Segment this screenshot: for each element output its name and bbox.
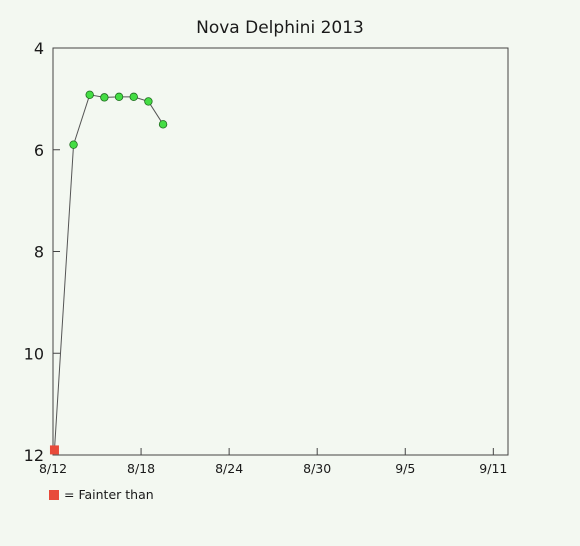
chart-title: Nova Delphini 2013	[196, 18, 364, 38]
x-tick-label: 9/11	[479, 461, 507, 476]
x-tick-label: 8/24	[215, 461, 243, 476]
plot-frame	[52, 47, 509, 456]
magnitude-point	[85, 90, 94, 100]
magnitude-line	[53, 94, 164, 450]
y-tick-label: 12	[24, 446, 44, 465]
legend-fainter-label: = Fainter than	[64, 487, 154, 502]
y-tick-label: 4	[34, 39, 44, 58]
y-tick-label: 6	[34, 141, 44, 160]
magnitude-point	[158, 120, 168, 129]
fainter-than-point	[49, 445, 59, 455]
x-tick-label: 9/5	[395, 461, 415, 476]
y-axis: 4 6 8 10 12	[24, 39, 60, 465]
plot-area	[52, 47, 509, 456]
magnitude-point	[69, 140, 78, 149]
series-line-group	[53, 94, 164, 450]
x-tick-label: 8/18	[127, 461, 155, 476]
magnitude-point	[100, 93, 109, 102]
x-tick-label: 8/30	[303, 461, 331, 476]
series-marks	[49, 90, 168, 455]
x-axis: 8/12 8/18 8/24 8/30 9/5 9/11	[39, 448, 507, 476]
legend-fainter-marker	[49, 490, 59, 500]
y-tick-label: 10	[24, 344, 44, 363]
y-tick-label: 8	[34, 243, 44, 262]
legend: = Fainter than	[49, 487, 154, 502]
magnitude-point	[129, 92, 138, 102]
magnitude-point	[114, 92, 124, 102]
magnitude-point	[144, 97, 153, 106]
x-tick-label: 8/12	[39, 461, 67, 476]
